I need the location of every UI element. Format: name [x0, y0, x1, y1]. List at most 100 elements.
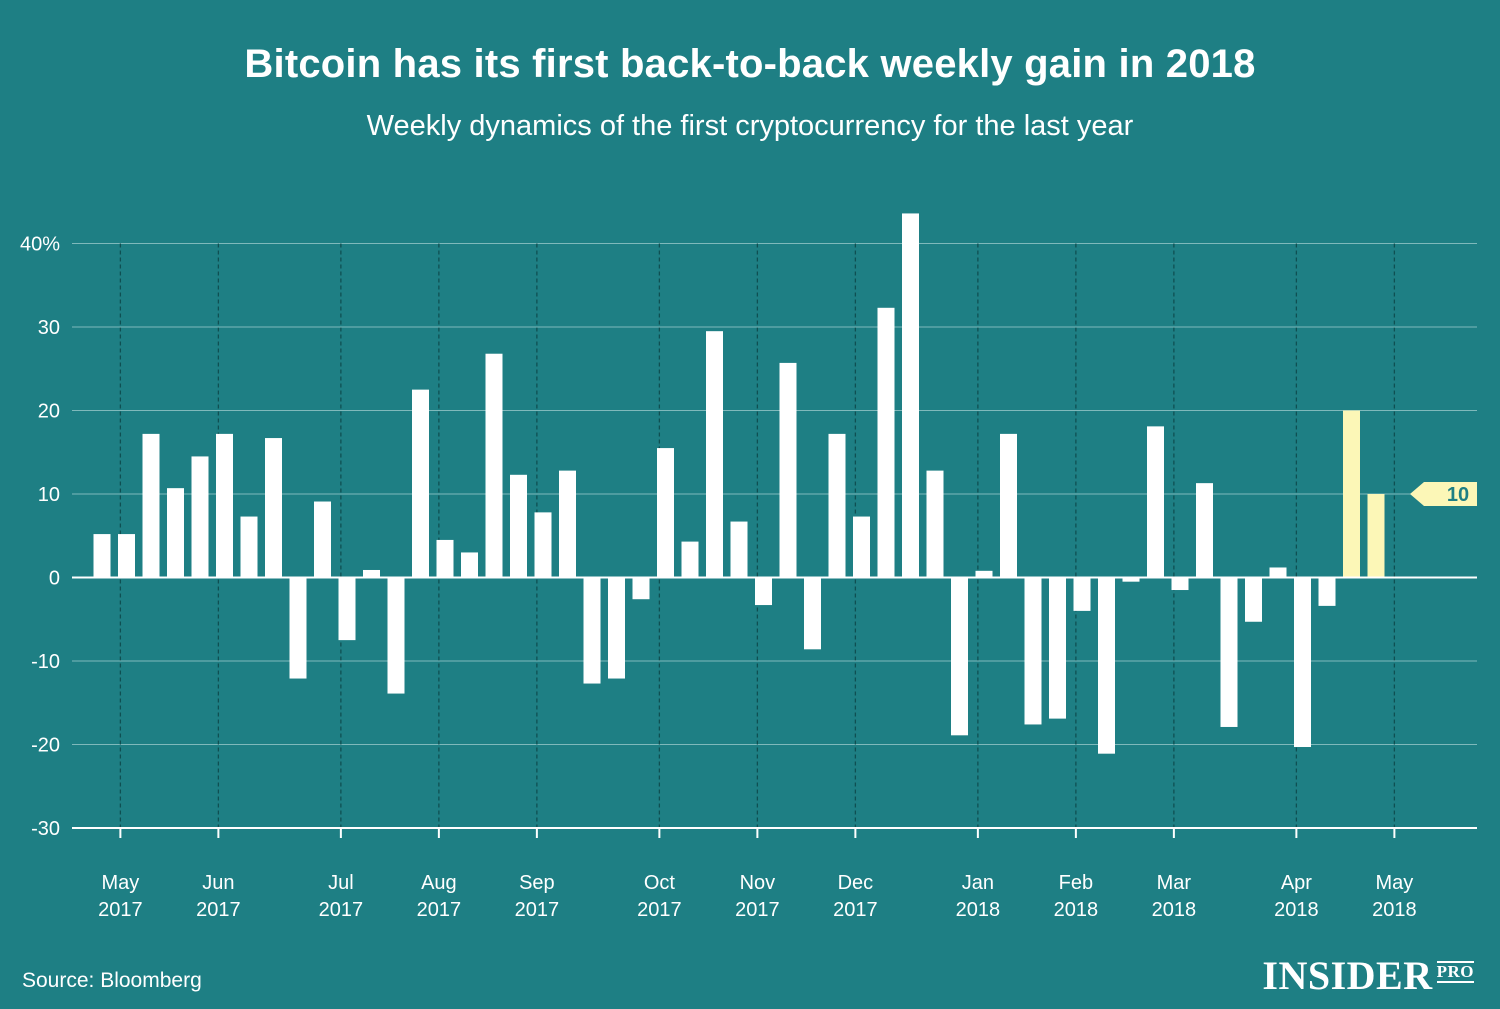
bar	[804, 577, 821, 650]
x-tick-year: 2017	[735, 899, 780, 921]
logo-sub: PRO	[1436, 961, 1474, 983]
x-tick-month: Jul	[328, 872, 354, 894]
bar	[436, 539, 454, 578]
x-tick-month: Apr	[1281, 872, 1312, 894]
x-tick-year: 2017	[319, 899, 364, 921]
bar	[142, 433, 160, 578]
y-tick-label: 20	[38, 401, 60, 423]
x-tick-month: Oct	[644, 872, 676, 894]
x-tick-month: Jan	[962, 872, 994, 894]
x-tick-year: 2017	[515, 899, 560, 921]
chart-title: Bitcoin has its first back-to-back weekl…	[244, 42, 1256, 86]
x-tick-month: Jun	[202, 872, 234, 894]
bar	[1367, 494, 1385, 578]
x-tick-year: 2018	[1274, 899, 1319, 921]
bar	[559, 470, 576, 578]
bar	[926, 470, 944, 578]
insider-pro-logo: INSIDER PRO	[1262, 952, 1474, 999]
bar	[706, 331, 723, 578]
bar	[93, 534, 111, 578]
bar	[853, 516, 870, 578]
bar	[681, 541, 699, 578]
y-tick-label: -10	[31, 651, 60, 673]
bar	[877, 307, 895, 578]
x-tick-month: May	[1375, 872, 1413, 894]
x-tick-year: 2018	[1152, 899, 1197, 921]
bar	[1171, 577, 1189, 591]
x-tick-year: 2018	[956, 899, 1001, 921]
bar	[1122, 577, 1140, 582]
bar	[755, 577, 772, 606]
bar	[583, 577, 601, 684]
x-tick-month: Mar	[1157, 872, 1192, 894]
y-tick-label: 40%	[20, 234, 60, 256]
y-tick-label: -20	[31, 735, 60, 757]
bar	[412, 389, 429, 578]
x-tick-year: 2018	[1054, 899, 1099, 921]
bar	[534, 512, 552, 578]
bar	[167, 488, 184, 578]
bar	[1196, 483, 1213, 578]
bar	[240, 516, 258, 578]
bar	[1147, 426, 1164, 578]
bar	[1220, 577, 1238, 727]
x-tick-year: 2017	[98, 899, 143, 921]
x-tick-month: Feb	[1059, 872, 1093, 894]
y-tick-label: 0	[49, 568, 60, 590]
x-tick-month: Nov	[740, 872, 776, 894]
bar	[608, 577, 625, 679]
bar	[1024, 577, 1042, 725]
bar	[289, 577, 307, 679]
bar	[1049, 577, 1066, 719]
bar	[265, 438, 282, 578]
bar	[1098, 577, 1115, 754]
x-tick-year: 2017	[196, 899, 241, 921]
annotation-flag	[1410, 482, 1477, 506]
bar	[461, 552, 478, 578]
x-tick-year: 2017	[637, 899, 682, 921]
bar	[118, 534, 135, 578]
x-tick-year: 2018	[1372, 899, 1417, 921]
bar	[216, 433, 233, 578]
bar	[1269, 567, 1287, 578]
bar	[951, 577, 968, 736]
bar	[828, 433, 846, 578]
gridlines	[72, 243, 1477, 745]
x-tick-month: Dec	[838, 872, 874, 894]
x-tick-month: May	[101, 872, 139, 894]
bar	[779, 362, 797, 578]
source-note: Source: Bloomberg	[22, 969, 202, 992]
y-tick-label: -30	[31, 818, 60, 840]
x-tick-year: 2017	[417, 899, 462, 921]
bar	[975, 570, 993, 578]
bar	[1343, 410, 1360, 578]
chart-subtitle: Weekly dynamics of the first cryptocurre…	[366, 110, 1134, 142]
bar	[902, 213, 919, 578]
bar	[1318, 577, 1336, 606]
value-annotation: 10	[1410, 482, 1477, 506]
bar	[730, 521, 748, 578]
axis-labels: 40% 30 20 10 0 -10 -20 -30 May 2017 Jun 2017 Jul 2017…	[20, 234, 1417, 922]
bar	[314, 501, 331, 578]
bar	[1294, 577, 1311, 748]
bar	[510, 474, 527, 578]
bar	[1245, 577, 1262, 622]
x-tick-year: 2017	[833, 899, 878, 921]
bar	[485, 353, 503, 578]
x-tick-month: Aug	[421, 872, 457, 894]
y-tick-label: 30	[38, 317, 60, 339]
bar	[191, 456, 209, 578]
bars	[93, 213, 1385, 754]
y-tick-label: 10	[38, 484, 60, 506]
logo-main: INSIDER	[1262, 953, 1433, 998]
axes	[72, 576, 1477, 838]
bar	[1073, 577, 1091, 611]
x-tick-month: Sep	[519, 872, 555, 894]
annotation-label: 10	[1447, 484, 1469, 506]
bar	[363, 569, 380, 578]
bar	[657, 448, 674, 578]
bar	[338, 577, 356, 641]
bar	[632, 577, 650, 600]
bar	[387, 577, 405, 694]
